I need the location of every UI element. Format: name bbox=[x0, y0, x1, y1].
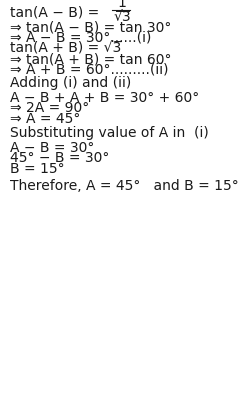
Text: tan(A − B) =: tan(A − B) = bbox=[10, 5, 104, 20]
Text: Therefore, A = 45°   and B = 15°: Therefore, A = 45° and B = 15° bbox=[10, 178, 239, 193]
Text: ⇒ A = 45°: ⇒ A = 45° bbox=[10, 112, 80, 126]
Text: B = 15°: B = 15° bbox=[10, 162, 65, 176]
Text: 45° − B = 30°: 45° − B = 30° bbox=[10, 151, 109, 166]
Text: tan(A + B) = √3̅: tan(A + B) = √3̅ bbox=[10, 42, 121, 56]
Text: Adding (i) and (ii): Adding (i) and (ii) bbox=[10, 76, 131, 90]
Text: A − B + A + B = 30° + 60°: A − B + A + B = 30° + 60° bbox=[10, 91, 199, 105]
Text: 1: 1 bbox=[118, 0, 127, 10]
Text: Substituting value of A in  (i): Substituting value of A in (i) bbox=[10, 126, 209, 141]
Text: ⇒ A + B = 60°.........(ii): ⇒ A + B = 60°.........(ii) bbox=[10, 63, 169, 77]
Text: ⇒ A − B = 30°......(i): ⇒ A − B = 30°......(i) bbox=[10, 30, 151, 45]
Text: ⇒ 2A = 90°: ⇒ 2A = 90° bbox=[10, 101, 89, 116]
Text: ⇒ tan(A + B) = tan 60°: ⇒ tan(A + B) = tan 60° bbox=[10, 52, 172, 66]
Text: A − B = 30°: A − B = 30° bbox=[10, 141, 94, 155]
Text: √3: √3 bbox=[113, 10, 131, 24]
Text: ⇒ tan(A − B) = tan 30°: ⇒ tan(A − B) = tan 30° bbox=[10, 20, 171, 34]
